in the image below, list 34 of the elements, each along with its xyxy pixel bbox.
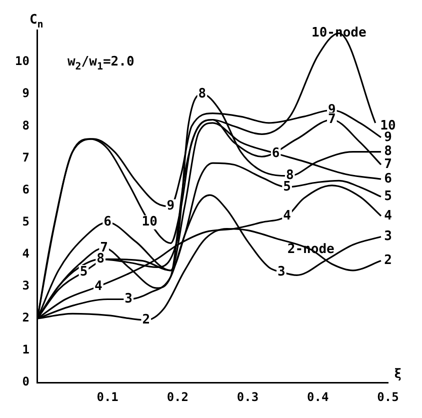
y-tick-label: 8 <box>22 118 30 132</box>
annotation: 8 <box>384 144 392 160</box>
annotation: 6 <box>384 171 392 186</box>
x-tick-label: 0.2 <box>166 390 189 404</box>
y-tick-label: 9 <box>22 86 30 100</box>
annotation: 3 <box>124 292 133 307</box>
annotation: 7 <box>384 157 392 172</box>
y-tick-label: 1 <box>22 342 30 357</box>
x-tick-label: 0.1 <box>96 390 118 404</box>
annotation: 2 <box>142 312 150 328</box>
annotation: 9 <box>384 130 392 145</box>
y-tick-label: 3 <box>22 278 30 293</box>
y-tick-label: 0 <box>22 374 30 389</box>
x-axis-title: ξ <box>394 366 402 382</box>
annotation: 3 <box>384 229 392 244</box>
annotation: 5 <box>80 264 88 280</box>
y-tick-label: 5 <box>22 214 30 228</box>
y-tick-label: 7 <box>22 150 30 164</box>
annotation: 4 <box>384 208 392 224</box>
annotation: 8 <box>96 252 105 267</box>
y-tick-label: 2 <box>22 310 30 325</box>
x-tick-label: 0.4 <box>307 390 329 404</box>
annotation: 10 <box>142 214 158 230</box>
y-tick-label: 10 <box>14 54 30 68</box>
annotation: 2 <box>384 253 392 268</box>
annotation: 5 <box>384 189 392 204</box>
annotation: 10-node <box>312 26 366 41</box>
y-tick-label: 4 <box>22 246 30 261</box>
annotation: 6 <box>272 146 280 161</box>
x-tick-label: 0.5 <box>377 390 399 404</box>
annotation: 9 <box>166 198 175 214</box>
y-tick-label: 6 <box>22 182 30 196</box>
annotation: 8 <box>198 86 206 102</box>
x-tick-label: 0.3 <box>236 390 259 404</box>
